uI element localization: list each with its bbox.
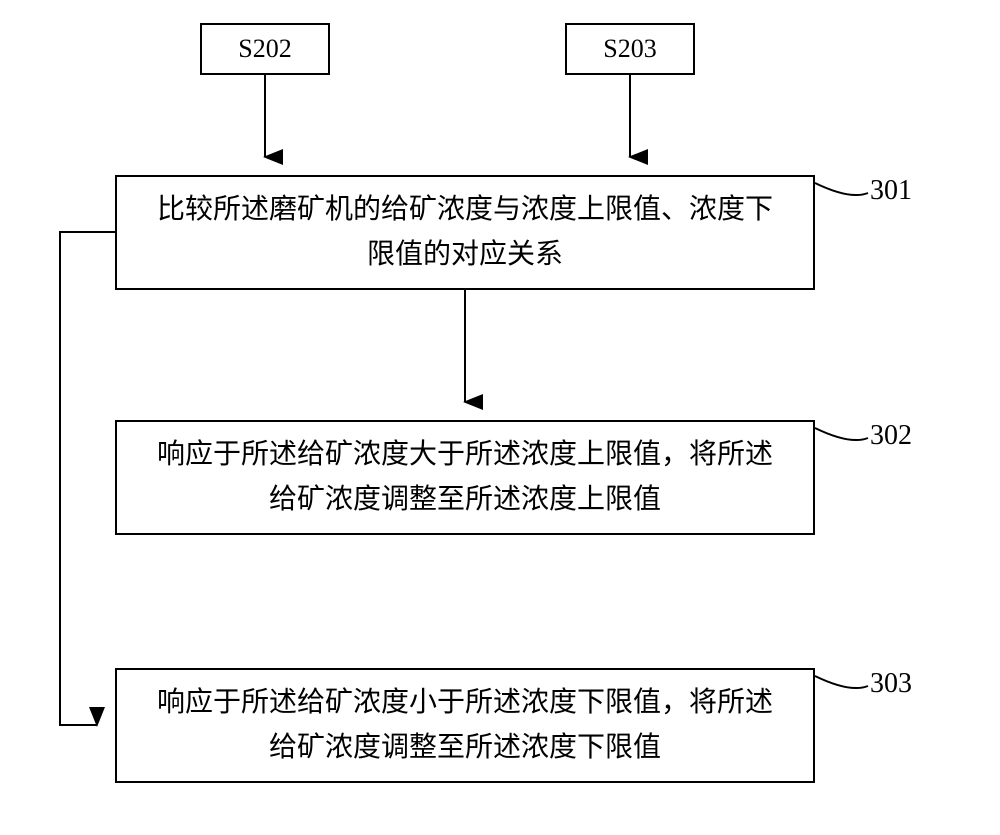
leader-302 [815, 428, 868, 440]
node-302-line1: 响应于所述给矿浓度大于所述浓度上限值，将所述 [157, 439, 773, 470]
label-301-text: 301 [870, 175, 912, 206]
label-302-text: 302 [870, 420, 912, 451]
node-s202-label: S202 [238, 28, 291, 70]
label-303-text: 303 [870, 668, 912, 699]
node-301-line2: 限值的对应关系 [367, 239, 563, 270]
label-303: 303 [870, 668, 912, 700]
node-301: 比较所述磨矿机的给矿浓度与浓度上限值、浓度下 限值的对应关系 [115, 175, 815, 290]
node-303-line2: 给矿浓度调整至所述浓度下限值 [269, 732, 661, 763]
node-s203: S203 [565, 23, 695, 75]
node-302-text: 响应于所述给矿浓度大于所述浓度上限值，将所述 给矿浓度调整至所述浓度上限值 [157, 433, 773, 523]
branch-301-to-303-line [60, 232, 115, 725]
node-s202: S202 [200, 23, 330, 75]
node-301-line1: 比较所述磨矿机的给矿浓度与浓度上限值、浓度下 [157, 194, 773, 225]
label-302: 302 [870, 420, 912, 452]
node-301-text: 比较所述磨矿机的给矿浓度与浓度上限值、浓度下 限值的对应关系 [157, 188, 773, 278]
node-303-text: 响应于所述给矿浓度小于所述浓度下限值，将所述 给矿浓度调整至所述浓度下限值 [157, 681, 773, 771]
leader-301 [815, 183, 868, 195]
flowchart-canvas: S202 S203 比较所述磨矿机的给矿浓度与浓度上限值、浓度下 限值的对应关系… [0, 0, 1000, 835]
node-303-line1: 响应于所述给矿浓度小于所述浓度下限值，将所述 [157, 687, 773, 718]
node-302-line2: 给矿浓度调整至所述浓度上限值 [269, 484, 661, 515]
leader-303 [815, 676, 868, 688]
node-s203-label: S203 [603, 28, 656, 70]
label-301: 301 [870, 175, 912, 207]
node-303: 响应于所述给矿浓度小于所述浓度下限值，将所述 给矿浓度调整至所述浓度下限值 [115, 668, 815, 783]
node-302: 响应于所述给矿浓度大于所述浓度上限值，将所述 给矿浓度调整至所述浓度上限值 [115, 420, 815, 535]
